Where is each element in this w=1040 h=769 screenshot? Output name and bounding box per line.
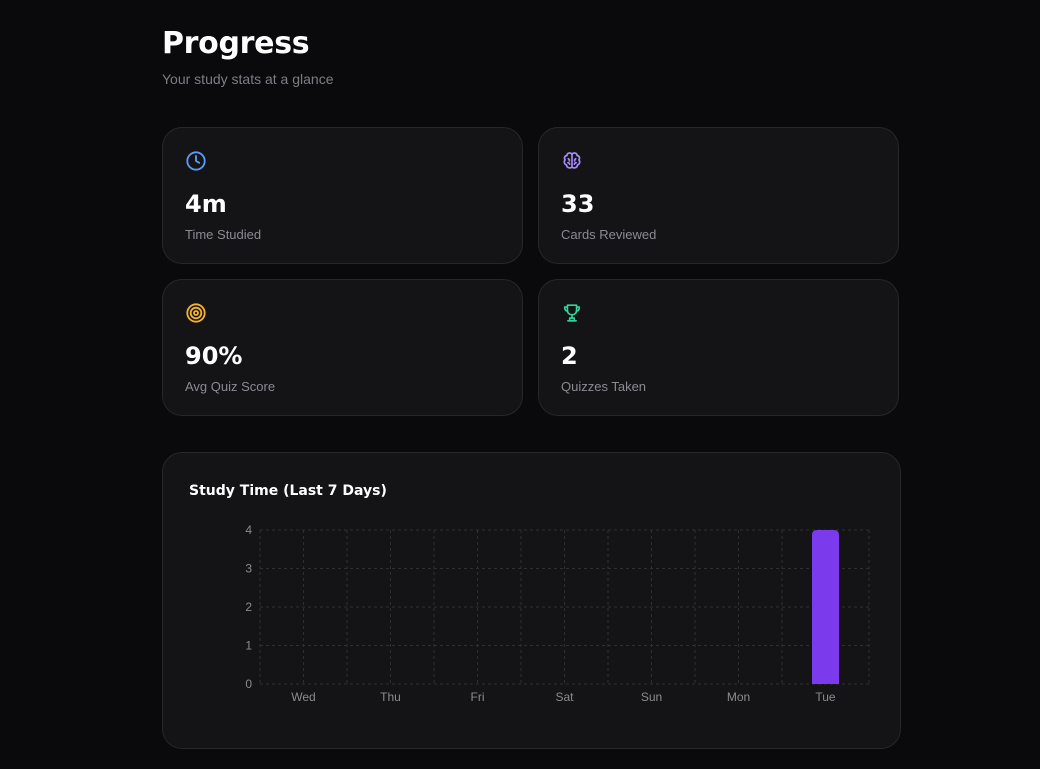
x-tick-label: Mon [727,690,750,704]
x-tick-label: Sun [641,690,662,704]
stat-value: 90% [185,342,243,370]
stat-value: 2 [561,342,578,370]
x-tick-label: Thu [380,690,401,704]
stat-label: Cards Reviewed [561,227,657,242]
chart-title: Study Time (Last 7 Days) [189,483,387,499]
y-tick-label: 1 [245,639,252,653]
bar-tue [812,530,839,684]
page-subtitle: Your study stats at a glance [162,71,334,87]
page-header: Progress Your study stats at a glance [162,24,333,87]
study-time-chart-card: Study Time (Last 7 Days) 0 1 2 3 4 Wed Thu Fri S… [162,452,901,749]
page-title: Progress [162,26,310,61]
y-tick-label: 2 [245,600,252,614]
stat-card-avg-quiz-score: 90% Avg Quiz Score [162,279,523,416]
stat-card-quizzes-taken: 2 Quizzes Taken [538,279,899,416]
x-tick-label: Wed [291,690,315,704]
stat-label: Time Studied [185,227,262,242]
x-tick-label: Tue [815,690,836,704]
y-tick-label: 4 [245,523,252,537]
stat-label: Quizzes Taken [561,379,647,394]
trophy-icon [563,304,581,322]
stat-card-time-studied: 4m Time Studied [162,127,523,264]
x-tick-label: Sat [555,690,574,704]
target-icon [186,303,206,323]
stat-value: 33 [561,190,595,218]
stat-card-cards-reviewed: 33 Cards Reviewed [538,127,899,264]
study-time-bar-chart: 0 1 2 3 4 Wed Thu Fri Sat Sun Mon Tue [245,523,870,704]
y-tick-label: 0 [245,677,252,691]
x-tick-label: Fri [471,690,485,704]
brain-icon [563,152,581,169]
clock-icon [186,151,206,171]
stat-label: Avg Quiz Score [185,379,276,394]
y-tick-label: 3 [245,562,252,576]
stat-value: 4m [185,190,227,218]
